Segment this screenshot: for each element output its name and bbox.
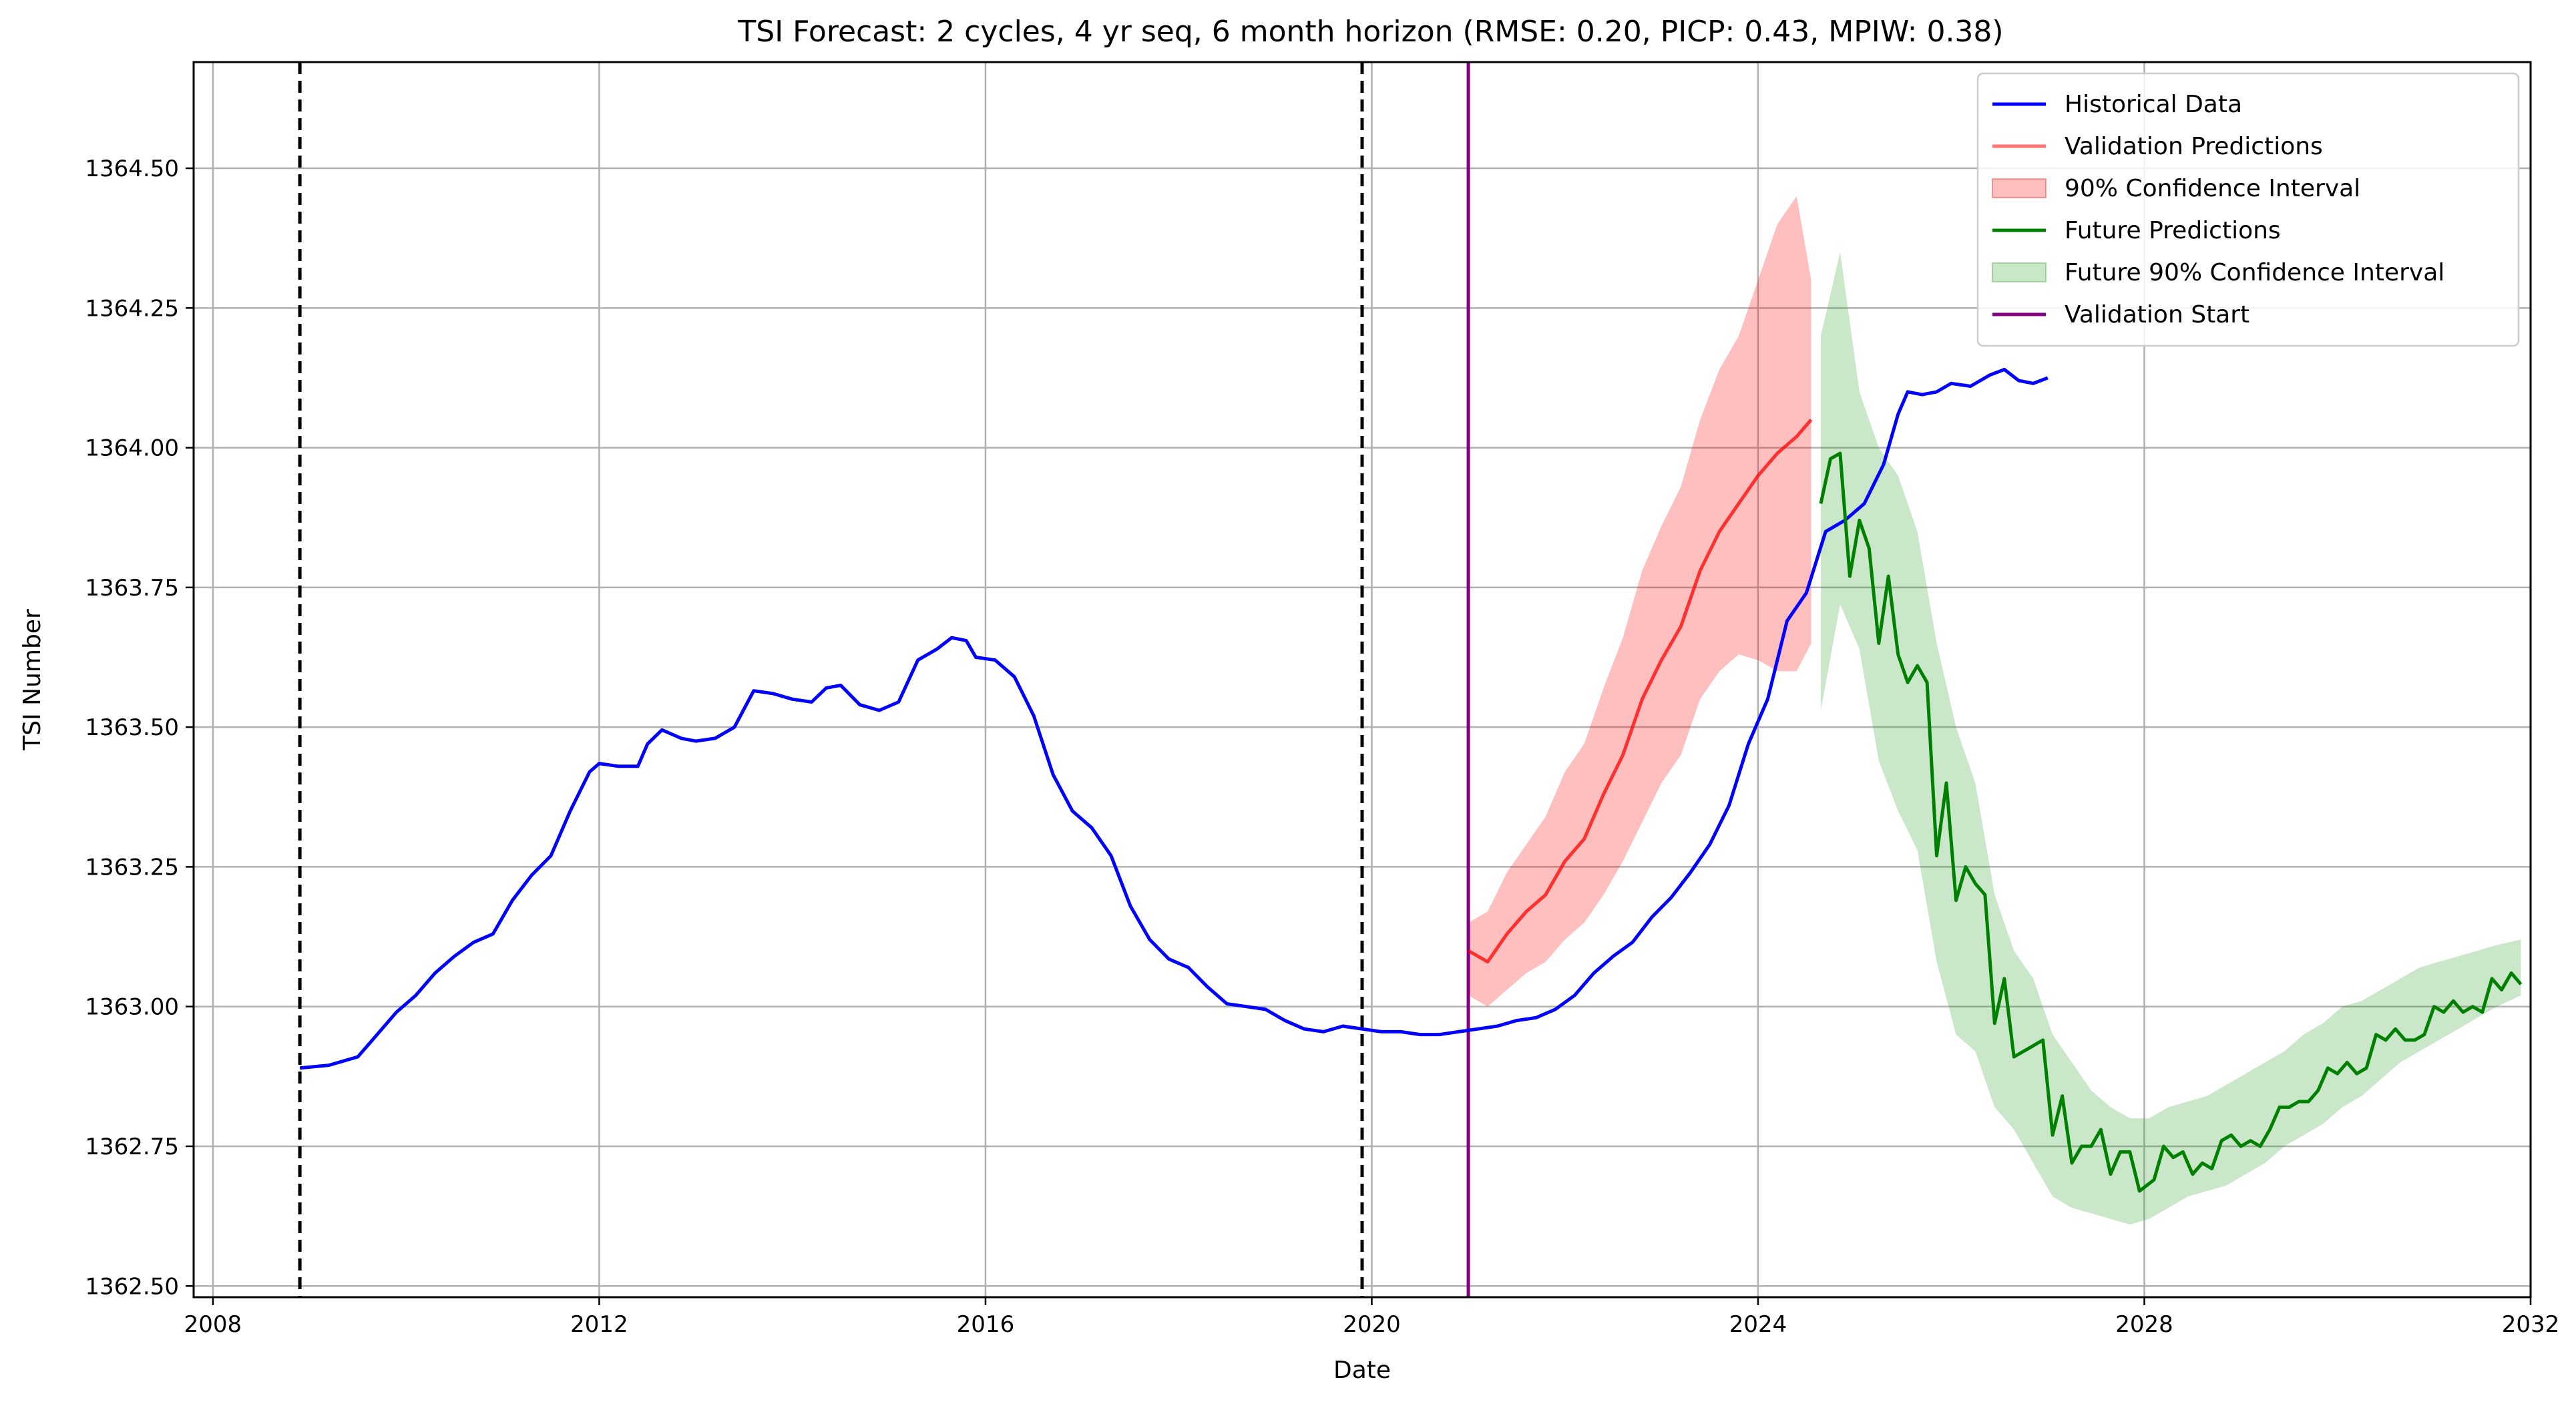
chart-title: TSI Forecast: 2 cycles, 4 yr seq, 6 mont…: [737, 15, 2003, 49]
x-tick-label: 2008: [184, 1311, 242, 1338]
tick-layer: 2008 2012 2016 2020 2024 2028 2032 1362.50 1362.…: [85, 156, 2559, 1338]
legend-label-future-90-confidence-interval: Future 90% Confidence Interval: [2065, 259, 2444, 286]
plot-frame: [192, 61, 2532, 1299]
y-tick-label: 1363.00: [85, 994, 179, 1021]
legend-label-validation-predictions: Validation Predictions: [2065, 133, 2323, 160]
y-tick-label: 1364.25: [85, 295, 179, 322]
legend-swatch-90-confidence-interval: [1992, 178, 2047, 198]
x-axis-label: Date: [1333, 1357, 1391, 1384]
vline-layer: [298, 62, 1470, 1297]
legend-box: [1976, 72, 2520, 347]
legend-label-90-confidence-interval: 90% Confidence Interval: [2065, 175, 2360, 202]
x-tick-label: 2020: [1343, 1311, 1401, 1338]
y-tick-label: 1362.50: [85, 1273, 179, 1300]
y-tick-label: 1364.00: [85, 435, 179, 462]
x-tick-label: 2024: [1729, 1311, 1787, 1338]
legend-label-future-predictions: Future Predictions: [2065, 217, 2281, 244]
historical-data-line: [299, 367, 2049, 1070]
y-tick-label: 1362.75: [85, 1134, 179, 1160]
y-tick-label: 1364.50: [85, 156, 179, 182]
y-tick-label: 1363.75: [85, 575, 179, 602]
future-predictions-line: [1819, 451, 2523, 1193]
legend-label-historical-data: Historical Data: [2065, 91, 2242, 118]
y-axis-label: TSI Number: [19, 609, 46, 751]
series-layer: [299, 367, 2523, 1193]
legend-swatch-future-90-confidence-interval: [1992, 262, 2047, 282]
y-tick-label: 1363.50: [85, 714, 179, 741]
x-tick-label: 2012: [570, 1311, 628, 1338]
90-confidence-interval-band: [1468, 196, 1811, 1007]
legend-label-validation-start: Validation Start: [2065, 301, 2249, 328]
y-tick-label: 1363.25: [85, 854, 179, 881]
x-tick-label: 2016: [957, 1311, 1015, 1338]
legend: Historical Data Validation Predictions 90%…: [1976, 72, 2520, 347]
x-tick-label: 2028: [2115, 1311, 2173, 1338]
validation-predictions-line: [1467, 419, 1813, 964]
x-tick-label: 2032: [2502, 1311, 2560, 1338]
future-90-confidence-interval-band: [1821, 252, 2521, 1225]
band-layer: [1468, 196, 2521, 1225]
